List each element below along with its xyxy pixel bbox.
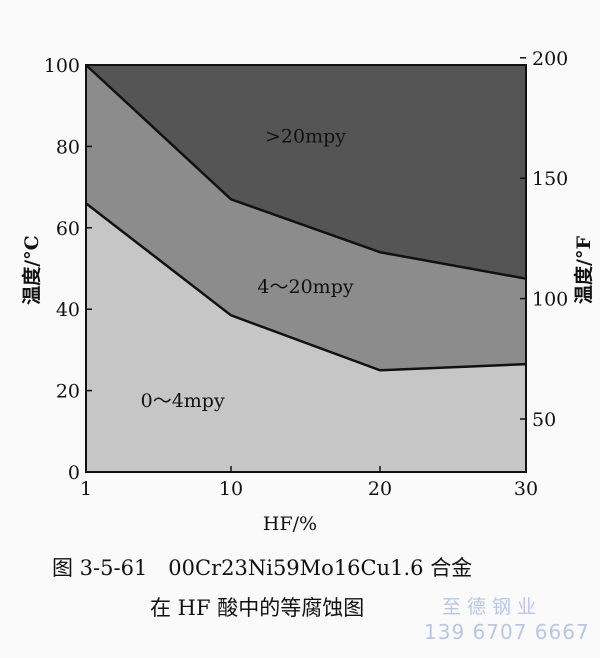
region-label: >20mpy xyxy=(265,125,346,147)
y2-tick-label: 100 xyxy=(532,289,568,311)
x-tick-label: 30 xyxy=(514,478,538,500)
y2-tick-label: 150 xyxy=(532,168,568,190)
y-tick-label: 60 xyxy=(56,218,80,240)
boundary-4mpy xyxy=(85,202,527,372)
x-tick-label: 1 xyxy=(80,478,92,500)
caption-line-2: 在 HF 酸中的等腐蚀图 xyxy=(150,596,365,620)
watermark-phone: 139 6707 6667 xyxy=(424,620,590,644)
x-axis-label: HF/% xyxy=(263,513,317,535)
y-tick-label: 20 xyxy=(56,381,80,403)
y2-tick-label: 200 xyxy=(532,48,568,70)
boundary-20mpy xyxy=(85,64,527,280)
y-tick-label: 40 xyxy=(56,299,80,321)
y-tick-label: 100 xyxy=(44,55,80,77)
plot-frame xyxy=(85,64,527,473)
watermark-name: 至德钢业 xyxy=(442,596,543,618)
region-label: 4～20mpy xyxy=(257,276,353,298)
caption-line-1: 图 3-5-61 00Cr23Ni59Mo16Cu1.6 合金 xyxy=(52,556,473,580)
y-tick-label: 80 xyxy=(56,136,80,158)
y2-tick-label: 50 xyxy=(532,409,556,431)
x-tick-label: 10 xyxy=(219,478,243,500)
y-tick-label: 0 xyxy=(68,462,80,484)
y-axis-label: 温度/°C xyxy=(20,235,43,305)
iso-corrosion-chart: 0～4mpy 4～20mpy >20mpy 1 10 20 30 0 20 40 60 80 100 50… xyxy=(20,48,595,535)
x-tick-label: 20 xyxy=(368,478,392,500)
y2-axis-label: 温度/°F xyxy=(572,236,595,304)
region-label: 0～4mpy xyxy=(141,390,225,412)
region-0-4mpy xyxy=(86,203,526,472)
